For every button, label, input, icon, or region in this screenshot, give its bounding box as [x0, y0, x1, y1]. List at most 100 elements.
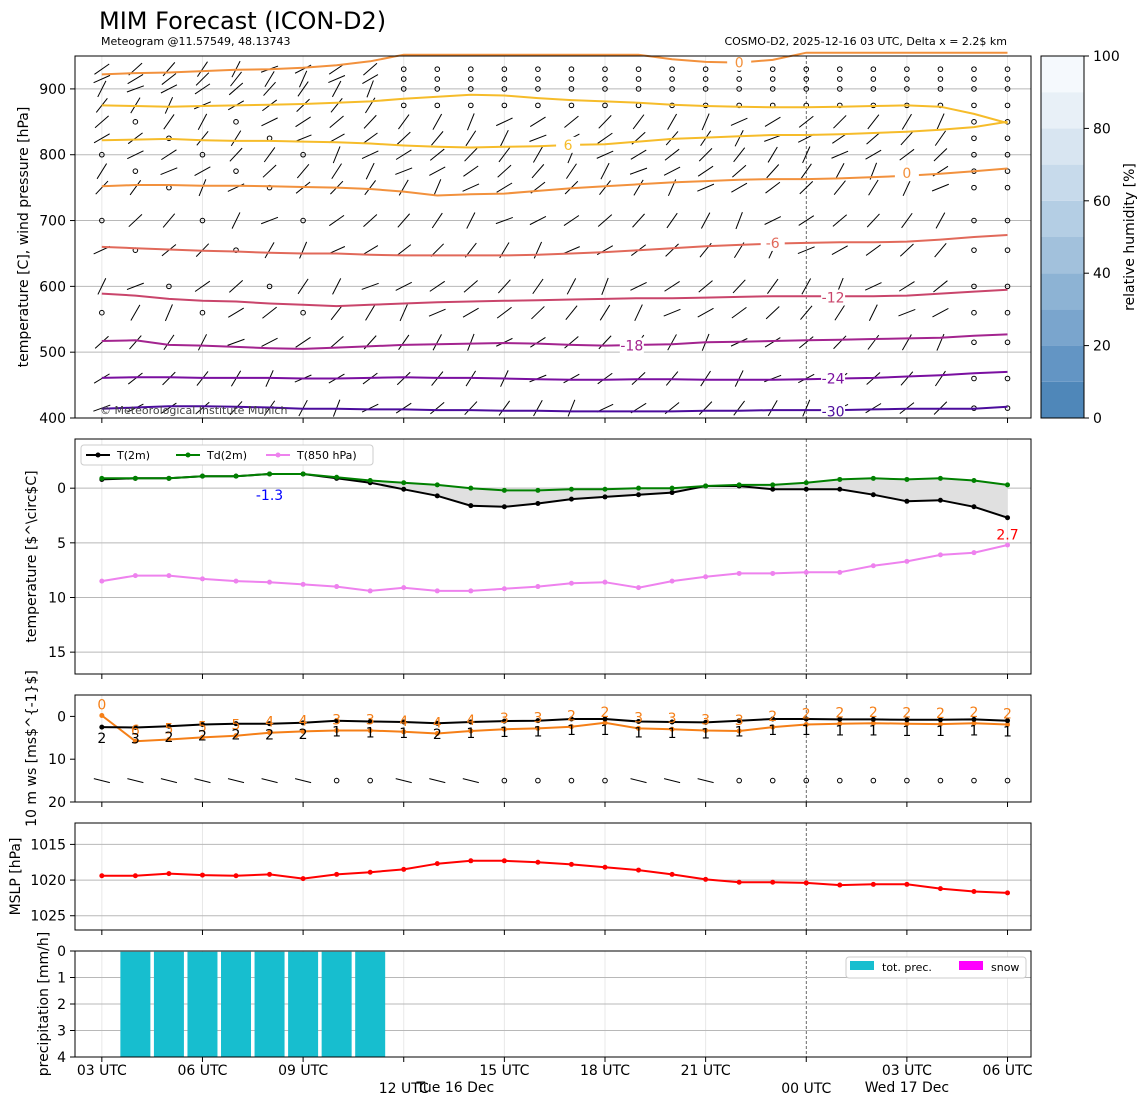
wind-barb — [464, 401, 478, 416]
wind-barb — [831, 245, 848, 255]
wind-barb — [365, 304, 376, 321]
wind-barb — [767, 278, 779, 294]
calm-wind-marker — [535, 86, 541, 92]
calm-wind-marker — [434, 102, 441, 109]
wind-barb — [831, 150, 849, 159]
y-tick-label: 700 — [39, 214, 66, 230]
y-tick-label: 10 — [48, 752, 66, 768]
wind-barb — [296, 98, 310, 112]
gust-point — [434, 731, 440, 737]
wind-label: 2 — [433, 727, 442, 743]
legend-marker — [95, 452, 101, 458]
isotherm-label: -6 — [766, 236, 780, 252]
wind-barb — [396, 371, 411, 386]
calm-wind-marker — [568, 76, 575, 82]
wind-barb — [328, 63, 345, 75]
wind-barb — [898, 281, 915, 292]
wind-label: 1 — [567, 723, 576, 739]
calm-wind-marker — [400, 66, 407, 72]
wind-barb — [127, 73, 144, 85]
gust-label: 0 — [97, 698, 106, 714]
calm-wind-marker — [99, 309, 105, 316]
isotherm-label-bg — [821, 403, 846, 420]
wind-barb — [429, 778, 446, 784]
wind-barb — [867, 334, 880, 350]
y-tick-label: 500 — [39, 345, 66, 361]
isotherm-label-bg — [760, 234, 785, 251]
data-point — [770, 570, 776, 576]
gust-point — [1005, 722, 1011, 728]
mslp-point — [971, 888, 977, 894]
calm-wind-marker — [568, 777, 575, 784]
data-point — [99, 475, 105, 481]
calm-wind-marker — [266, 283, 273, 290]
wind-barb — [797, 246, 815, 254]
data-point — [233, 473, 239, 479]
y-tick-label: 0 — [57, 709, 66, 725]
wind-point — [870, 716, 876, 722]
data-point — [904, 498, 910, 504]
data-point — [468, 588, 474, 594]
data-point — [703, 574, 709, 580]
wind-barb — [900, 131, 914, 146]
wind-barb — [529, 134, 547, 142]
wind-barb — [533, 241, 543, 259]
wind-point — [703, 719, 709, 725]
gust-point — [937, 721, 943, 727]
calm-wind-marker — [803, 777, 810, 784]
calm-wind-marker — [702, 76, 709, 82]
wind-barb — [833, 180, 846, 195]
wind-barb — [496, 306, 512, 319]
precipitation-bar — [187, 951, 218, 1057]
calm-wind-marker — [568, 102, 575, 109]
wind-point — [199, 722, 205, 728]
wind-barb — [735, 211, 743, 230]
calm-wind-marker — [602, 76, 608, 82]
plot-frame — [74, 694, 1032, 803]
wind-label: 2 — [97, 731, 106, 747]
wind-barb — [798, 336, 814, 349]
x-tick-label: 18 UTC — [580, 1063, 630, 1079]
data-point — [904, 558, 910, 564]
wind-barb — [294, 778, 312, 784]
wind-label: 1 — [735, 725, 744, 741]
wind-barb — [596, 150, 614, 159]
wind-barb — [395, 402, 412, 414]
wind-barb — [429, 166, 446, 176]
precipitation-bar — [221, 951, 252, 1057]
wind-label: 1 — [902, 724, 911, 740]
x-tick-label: 03 UTC — [882, 1063, 932, 1079]
calm-wind-marker — [1004, 247, 1011, 253]
gust-point — [501, 726, 507, 732]
wind-barb — [731, 182, 748, 193]
wind-barb — [297, 278, 309, 295]
gust-point — [803, 722, 809, 728]
wind-barb — [95, 180, 109, 195]
wind-barb — [599, 304, 611, 321]
wind-barb — [933, 148, 948, 162]
data-point — [367, 478, 373, 484]
y-axis-label: temperature [$^\circ$C] — [24, 470, 40, 642]
data-point — [669, 490, 675, 496]
calm-wind-marker — [568, 86, 575, 92]
wind-barb — [395, 778, 412, 784]
wind-barb — [800, 305, 813, 320]
gust-label: 3 — [634, 710, 643, 726]
colorbar-band — [1041, 381, 1084, 418]
calm-wind-marker — [1004, 283, 1011, 290]
series-line — [101, 544, 1008, 592]
wind-barb — [663, 308, 681, 317]
wind-barb — [632, 213, 645, 228]
wind-barb — [298, 70, 308, 88]
isotherm-label: 0 — [735, 56, 744, 72]
series-line — [101, 473, 1008, 492]
gust-label: 5 — [164, 722, 173, 738]
isotherm-label: -30 — [822, 404, 845, 420]
legend-entry: T(850 hPa) — [296, 449, 357, 462]
y-tick-label: 1020 — [30, 873, 66, 889]
wind-barb — [228, 82, 244, 96]
wind-barb — [432, 113, 443, 130]
calm-wind-marker — [535, 76, 541, 82]
gust-label: 3 — [668, 711, 677, 727]
gust-point — [636, 725, 642, 731]
